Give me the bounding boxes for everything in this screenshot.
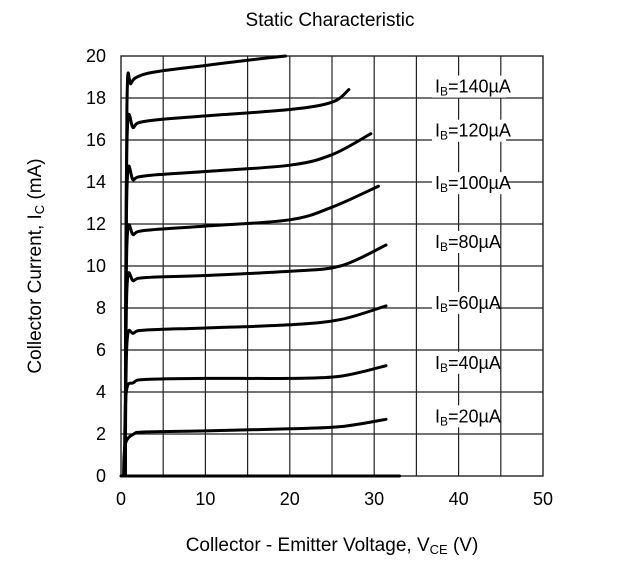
series-label: IB=100µA bbox=[435, 173, 511, 195]
series-label-value: =40µA bbox=[448, 353, 501, 373]
series-label-background bbox=[431, 291, 496, 314]
series-label: IB=60µA bbox=[435, 293, 501, 315]
x-tick-label: 20 bbox=[280, 489, 300, 509]
series-label-prefix: I bbox=[435, 353, 440, 373]
series-line bbox=[123, 88, 351, 478]
series-label-value: =140µA bbox=[448, 77, 511, 97]
x-tick-label: 50 bbox=[533, 489, 553, 509]
series-label-prefix: I bbox=[435, 77, 440, 97]
y-tick-label: 8 bbox=[96, 298, 106, 318]
series-label-value: =80µA bbox=[448, 232, 501, 252]
series-label-value: =60µA bbox=[448, 293, 501, 313]
series-label: IB=40µA bbox=[435, 353, 501, 375]
series-label-background bbox=[431, 119, 506, 142]
series-label-background bbox=[431, 231, 496, 253]
series-label-background bbox=[431, 172, 506, 195]
series-label-sub: B bbox=[440, 414, 448, 428]
series-line bbox=[122, 417, 388, 478]
series-label-value: =20µA bbox=[448, 406, 501, 426]
y-tick-label: 2 bbox=[96, 424, 106, 444]
x-axis-label-unit: (V) bbox=[447, 535, 479, 556]
y-tick-label: 18 bbox=[86, 88, 106, 108]
series-label-prefix: I bbox=[435, 293, 440, 313]
series-label: IB=20µA bbox=[435, 406, 501, 428]
x-tick-label: 30 bbox=[364, 489, 384, 509]
series-label-value: =100µA bbox=[448, 173, 511, 193]
series-label-prefix: I bbox=[435, 232, 440, 252]
series-label: IB=140µA bbox=[435, 77, 511, 99]
x-axis-label-main: Collector - Emitter Voltage, V bbox=[185, 535, 430, 556]
series-label-prefix: I bbox=[435, 406, 440, 426]
series-label-sub: B bbox=[440, 301, 448, 315]
chart-title: Static Characteristic bbox=[245, 10, 415, 31]
y-tick-label: 6 bbox=[96, 340, 106, 360]
y-tick-label: 12 bbox=[86, 214, 106, 234]
x-tick-label: 10 bbox=[195, 489, 215, 509]
series-label-background bbox=[431, 75, 506, 98]
series-label-sub: B bbox=[440, 240, 448, 254]
x-axis-label-sub: CE bbox=[429, 542, 448, 557]
y-tick-label: 0 bbox=[96, 466, 106, 486]
x-tick-label: 0 bbox=[116, 489, 126, 509]
x-tick-label: 40 bbox=[449, 489, 469, 509]
series-label-background bbox=[431, 351, 496, 374]
series-label-sub: B bbox=[440, 361, 448, 375]
series-line bbox=[122, 364, 388, 478]
y-tick-label: 16 bbox=[86, 130, 106, 150]
series-label: IB=80µA bbox=[435, 232, 501, 254]
series-label-background bbox=[431, 405, 496, 428]
series-label-value: =120µA bbox=[448, 121, 511, 141]
y-tick-label: 10 bbox=[86, 256, 106, 276]
series-label-sub: B bbox=[440, 129, 448, 143]
y-tick-label: 20 bbox=[86, 46, 106, 66]
series-label-prefix: I bbox=[435, 173, 440, 193]
y-tick-label: 14 bbox=[86, 172, 106, 192]
y-tick-label: 4 bbox=[96, 382, 106, 402]
series-label-sub: B bbox=[440, 181, 448, 195]
series-label-sub: B bbox=[440, 85, 448, 99]
series-label: IB=120µA bbox=[435, 121, 511, 143]
series-line bbox=[123, 243, 388, 478]
x-axis-label: Collector - Emitter Voltage, VCE (V) bbox=[121, 535, 543, 557]
series-label-prefix: I bbox=[435, 121, 440, 141]
series-line bbox=[123, 304, 388, 478]
